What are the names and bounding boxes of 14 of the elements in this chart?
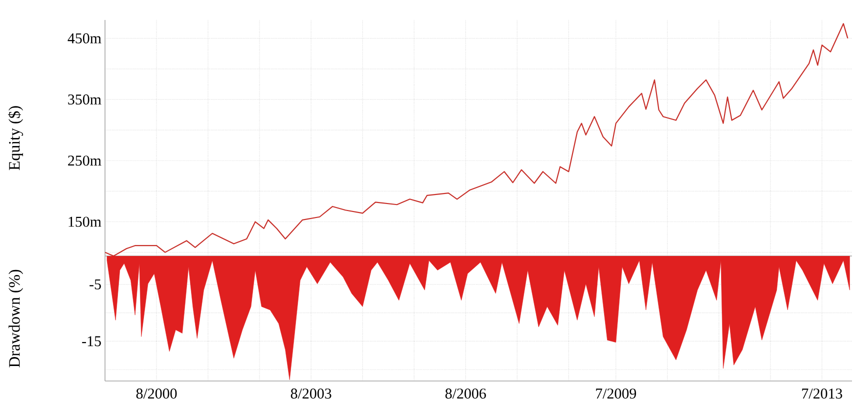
y-tick-label: -15	[82, 336, 101, 346]
y-tick-label: 450m	[68, 33, 102, 44]
y-tick-label: 150m	[68, 216, 102, 227]
x-tick-label: 8/2000	[136, 388, 177, 399]
y-tick-label: -5	[90, 279, 101, 290]
y-axis-title: Equity ($)	[8, 106, 24, 170]
x-tick-label: 8/2003	[290, 388, 332, 399]
y-tick-label: 250m	[68, 156, 102, 166]
x-tick-label: 7/2009	[596, 388, 636, 399]
x-tick-label: 7/2013	[802, 388, 842, 399]
y-axis-title: Drawdown (%)	[8, 270, 24, 368]
x-tick-label: 8/2006	[445, 388, 486, 399]
line-series	[105, 23, 848, 256]
y-tick-label: 350m	[68, 94, 102, 105]
